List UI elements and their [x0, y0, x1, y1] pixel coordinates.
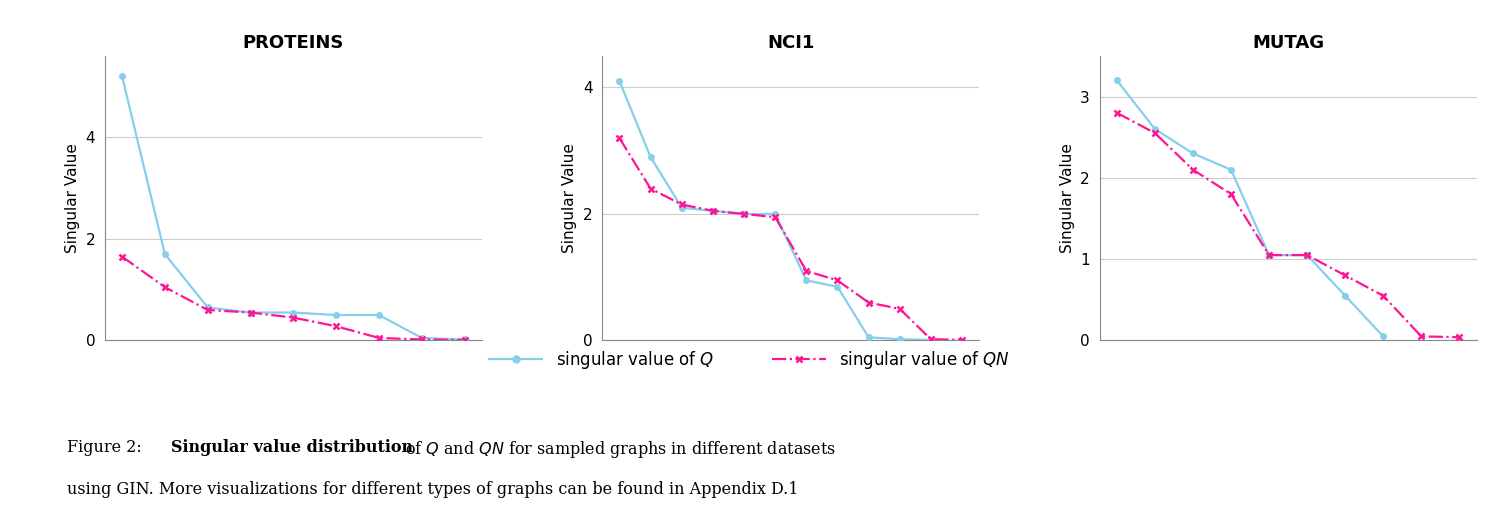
- Text: of $Q$ and $QN$ for sampled graphs in different datasets: of $Q$ and $QN$ for sampled graphs in di…: [400, 439, 836, 460]
- Text: using GIN. More visualizations for different types of graphs can be found in App: using GIN. More visualizations for diffe…: [67, 481, 799, 498]
- Title: MUTAG: MUTAG: [1252, 34, 1324, 52]
- Y-axis label: Singular Value: Singular Value: [64, 143, 79, 253]
- Title: PROTEINS: PROTEINS: [243, 34, 345, 52]
- Y-axis label: Singular Value: Singular Value: [562, 143, 577, 253]
- Text: Figure 2:: Figure 2:: [67, 439, 150, 456]
- Text: Singular value distribution: Singular value distribution: [171, 439, 414, 456]
- Y-axis label: Singular Value: Singular Value: [1060, 143, 1075, 253]
- Title: NCI1: NCI1: [767, 34, 814, 52]
- Legend: singular value of $Q$, singular value of $QN$: singular value of $Q$, singular value of…: [483, 342, 1016, 377]
